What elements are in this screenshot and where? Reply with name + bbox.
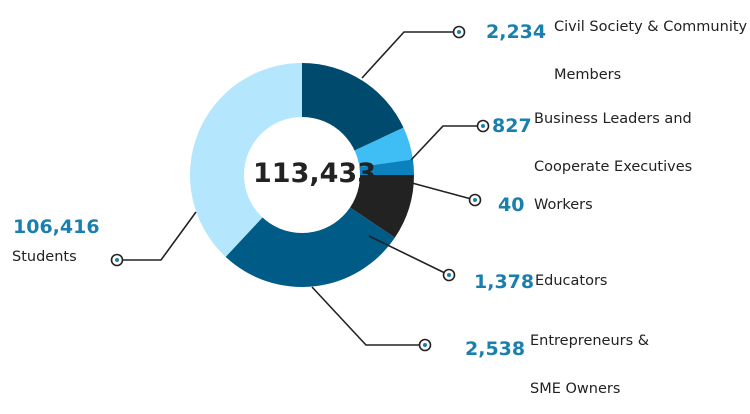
value-business-leaders: 827 xyxy=(492,115,532,137)
value-educators: 1,378 xyxy=(474,271,535,293)
leader-marker-dot-students xyxy=(115,258,119,262)
value-civil-society: 2,234 xyxy=(486,21,547,43)
leader-lines xyxy=(110,25,490,352)
leader-marker-dot-educators xyxy=(447,273,451,277)
leader-marker-dot-entrepreneurs xyxy=(423,343,427,347)
leader-marker-dot-business xyxy=(481,124,485,128)
label-entrepreneurs-line1: Entrepreneurs & xyxy=(530,333,650,349)
label-business-leaders-line1: Business Leaders and xyxy=(534,111,692,127)
label-civil-society-line2: Members xyxy=(554,67,622,83)
value-students: 106,416 xyxy=(13,216,100,238)
leader-line-civil xyxy=(361,31,459,79)
leader-line-workers xyxy=(411,182,476,201)
donut-hole xyxy=(244,117,360,233)
label-entrepreneurs-line2: SME Owners xyxy=(530,381,621,397)
label-students: Students xyxy=(12,249,77,265)
leader-line-business xyxy=(410,125,483,161)
leader-marker-dot-civil xyxy=(457,30,461,34)
label-business-leaders-line2: Cooperate Executives xyxy=(534,159,693,175)
leader-line-students xyxy=(117,211,197,261)
center-total-value: 113,433 xyxy=(253,158,376,189)
label-educators: Educators xyxy=(535,273,608,289)
leader-marker-dot-workers xyxy=(473,198,477,202)
label-civil-society-line1: Civil Society & Community xyxy=(554,19,748,35)
leader-line-educators xyxy=(368,235,450,276)
label-workers: Workers xyxy=(534,197,593,213)
leader-line-entrepreneurs xyxy=(311,286,425,346)
value-workers: 40 xyxy=(498,194,525,216)
value-entrepreneurs: 2,538 xyxy=(465,338,526,360)
